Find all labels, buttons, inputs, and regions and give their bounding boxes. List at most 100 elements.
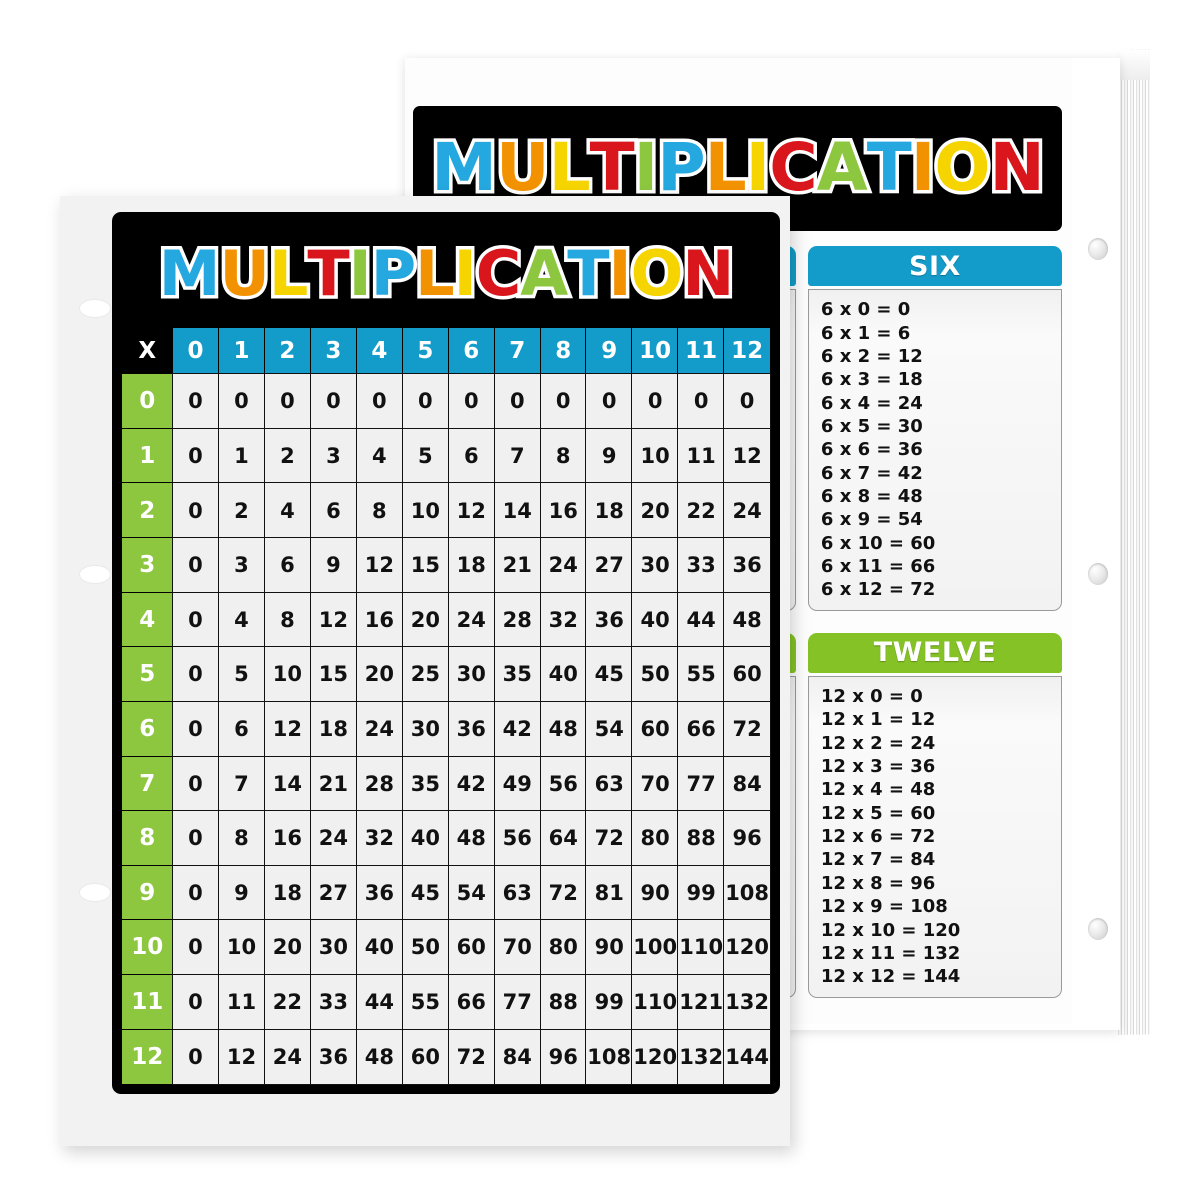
table-cell: 3: [309, 427, 358, 484]
panel-equation-line: 12 x 10 = 120: [820, 919, 961, 941]
table-cell: 42: [493, 700, 541, 758]
table-cell: 36: [723, 537, 771, 594]
table-cell: 18: [263, 864, 312, 921]
panel-equation-line: 12 x 11 = 132: [820, 942, 961, 964]
column-header-11: 11: [677, 327, 725, 375]
panel-equation-line: 6 x 1 = 6: [820, 322, 911, 344]
table-cell: 8: [355, 482, 404, 539]
table-cell: 40: [401, 810, 450, 867]
table-row: 1 0 1 2 3 4 5 6 7 8 9 10 11 12: [121, 427, 771, 484]
table-cell: 55: [401, 973, 450, 1031]
panel-equation-line: 12 x 12 = 144: [820, 966, 961, 988]
back-title-letter-1: U: [492, 129, 553, 207]
table-cell: 18: [585, 482, 633, 539]
table-cell: 2: [217, 482, 266, 539]
binder-hole-front-2: [80, 566, 110, 583]
table-cell: 40: [631, 591, 679, 648]
table-cell: 35: [401, 755, 450, 812]
front-title-letter-1: U: [216, 236, 273, 310]
back-title-letter-8: C: [766, 129, 822, 207]
front-title-letter-7: I: [450, 236, 480, 310]
table-cell: 1: [217, 427, 266, 484]
table-cell: 32: [355, 810, 404, 867]
table-cell: 0: [171, 1028, 220, 1085]
row-header-7: 7: [121, 755, 174, 812]
binder-hole-back-1: [1088, 238, 1108, 260]
table-cell: 60: [723, 646, 771, 703]
table-cell: 72: [585, 810, 633, 867]
binder-hole-front-3: [80, 884, 110, 901]
table-cell: 45: [585, 646, 633, 703]
table-cell: 0: [539, 373, 587, 430]
row-header-2: 2: [121, 482, 174, 539]
table-cell: 9: [217, 864, 266, 921]
table-cell: 54: [447, 864, 496, 921]
paper-stack-edge: [1116, 49, 1150, 1035]
table-cell: 16: [355, 591, 404, 648]
back-title-letter-13: N: [986, 129, 1048, 207]
table-cell: 60: [401, 1028, 450, 1085]
table-cell: 14: [493, 482, 541, 539]
table-cell: 0: [217, 373, 266, 430]
table-cell: 10: [631, 427, 679, 484]
table-cell: 48: [447, 810, 496, 867]
table-row: 9 0 9 18 27 36 45 54 63 72 81 90 99 108: [121, 864, 771, 921]
table-cell: 24: [263, 1028, 312, 1085]
table-cell: 0: [631, 373, 679, 430]
front-title-letter-2: L: [265, 236, 311, 310]
table-cell: 84: [493, 1028, 541, 1085]
multiplication-table: X 0 1 2 3 4 5 6 7 8 9 10 11 12 0 0 0 0 0 0 0 0 0 0 0 0 0 0 1 0 1 2 3 4 5 6 7…: [121, 327, 771, 1085]
panel-equation-line: 6 x 7 = 42: [820, 462, 923, 484]
table-cell: 0: [171, 919, 220, 976]
back-title-letter-9: A: [813, 129, 871, 207]
table-cell: 0: [493, 373, 541, 430]
table-cell: 40: [539, 646, 587, 703]
binder-hole-back-3: [1088, 918, 1108, 940]
back-title-letter-10: T: [863, 129, 915, 207]
table-cell: 0: [677, 373, 725, 430]
table-row: 11 0 11 22 33 44 55 66 77 88 99 110 121 132: [121, 973, 771, 1031]
table-cell: 40: [355, 919, 404, 976]
back-title-letter-5: P: [654, 129, 709, 207]
table-cell: 24: [539, 537, 587, 594]
back-title-letter-2: L: [545, 129, 594, 207]
column-header-3: 3: [309, 327, 358, 375]
table-cell: 0: [723, 373, 771, 430]
panel-equation-line: 6 x 12 = 72: [820, 579, 936, 601]
table-cell: 64: [539, 810, 587, 867]
row-header-1: 1: [121, 427, 174, 484]
table-cell: 99: [677, 864, 725, 921]
table-cell: 44: [677, 591, 725, 648]
panel-equation-line: 12 x 1 = 12: [820, 709, 936, 731]
table-cell: 81: [585, 864, 633, 921]
table-cell: 14: [263, 755, 312, 812]
table-cell: 24: [355, 700, 404, 758]
table-cell: 0: [355, 373, 404, 430]
table-corner-label: X: [121, 327, 174, 375]
table-cell: 6: [309, 482, 358, 539]
table-cell: 33: [677, 537, 725, 594]
table-cell: 90: [585, 919, 633, 976]
panel-equation-line: 12 x 8 = 96: [820, 872, 936, 894]
table-cell: 30: [447, 646, 496, 703]
table-cell: 36: [447, 700, 496, 758]
binder-hole-front-1: [80, 300, 110, 317]
table-row: 3 0 3 6 9 12 15 18 21 24 27 30 33 36: [121, 537, 771, 594]
table-cell: 5: [217, 646, 266, 703]
table-cell: 35: [493, 646, 541, 703]
table-cell: 108: [585, 1028, 633, 1085]
table-cell: 0: [171, 537, 220, 594]
panel-equation-line: 6 x 2 = 12: [820, 345, 923, 367]
table-cell: 25: [401, 646, 450, 703]
back-title-letter-3: T: [586, 129, 638, 207]
front-title-letter-0: M: [155, 236, 224, 310]
table-cell: 120: [723, 919, 771, 976]
table-cell: 16: [263, 810, 312, 867]
row-header-11: 11: [121, 973, 174, 1031]
table-cell: 36: [355, 864, 404, 921]
front-title-letter-12: O: [627, 236, 687, 310]
